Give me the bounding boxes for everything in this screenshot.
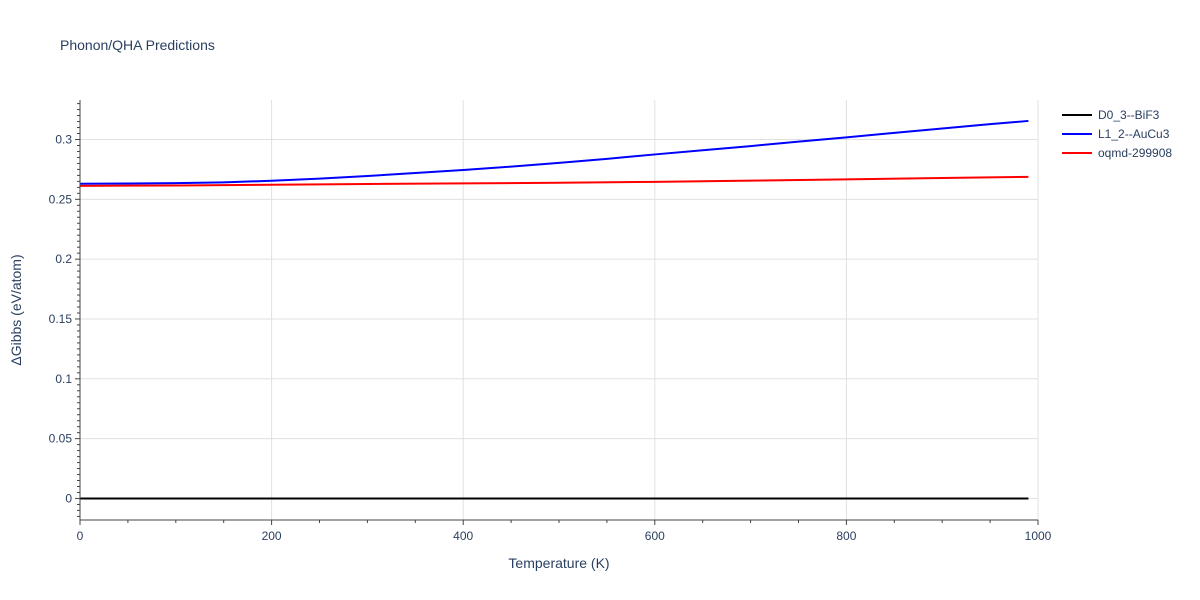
series-group (79, 119, 1029, 500)
y-tick-label: 0.1 (55, 372, 72, 386)
x-tick-label: 0 (77, 529, 84, 543)
legend-item[interactable]: D0_3--BiF3 (1062, 108, 1160, 122)
y-tick-label: 0.05 (49, 432, 73, 446)
x-tick-label: 200 (262, 529, 282, 543)
y-tick-label: 0.2 (55, 252, 72, 266)
y-tick-label: 0.3 (55, 132, 72, 146)
y-axis-title: ΔGibbs (eV/atom) (8, 254, 24, 365)
series-line-2 (79, 175, 1029, 187)
chart-title: Phonon/QHA Predictions (60, 37, 215, 53)
legend[interactable]: D0_3--BiF3 L1_2--AuCu3 oqmd-299908 (1062, 108, 1172, 160)
x-tick-label: 1000 (1025, 529, 1052, 543)
y-tick-label: 0.25 (49, 192, 73, 206)
axes: 0 200 400 600 800 1000 0 0.05 0.1 0.15 0.2 0.25 0.3 (49, 100, 1052, 543)
legend-label: oqmd-299908 (1098, 146, 1172, 160)
legend-label: D0_3--BiF3 (1098, 108, 1160, 122)
y-tick-label: 0 (65, 491, 72, 505)
x-tick-label: 800 (836, 529, 856, 543)
legend-item[interactable]: L1_2--AuCu3 (1062, 127, 1170, 141)
x-axis-title: Temperature (K) (508, 555, 609, 571)
series-line-1 (79, 119, 1029, 185)
y-tick-label: 0.15 (49, 312, 73, 326)
legend-item[interactable]: oqmd-299908 (1062, 146, 1172, 160)
legend-label: L1_2--AuCu3 (1098, 127, 1170, 141)
x-tick-label: 400 (453, 529, 473, 543)
x-tick-label: 600 (645, 529, 665, 543)
